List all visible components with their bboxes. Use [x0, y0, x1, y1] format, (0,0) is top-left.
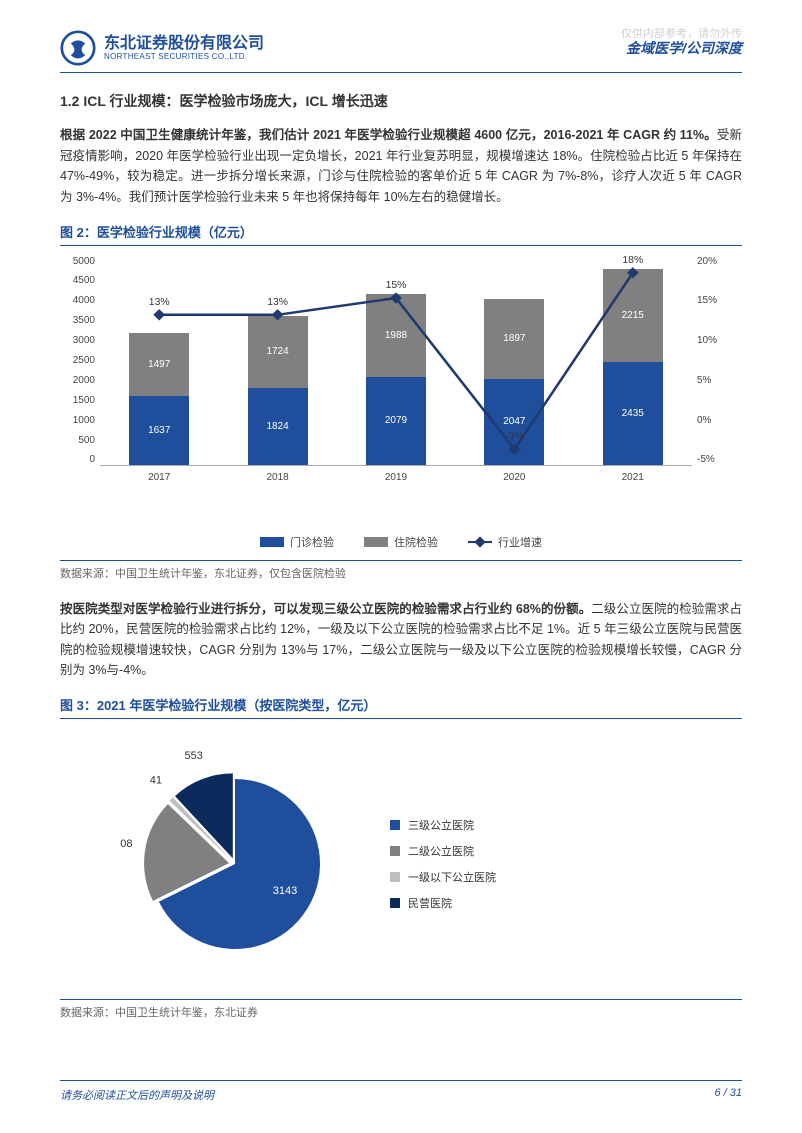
x-label: 2020 [484, 472, 544, 483]
logo-block: 东北证券股份有限公司 NORTHEAST SECURITIES CO.,LTD. [60, 30, 264, 66]
company-name-en: NORTHEAST SECURITIES CO.,LTD. [104, 52, 264, 61]
bar-group: 17241824 [248, 256, 308, 465]
pie-legend-item: 民营医院 [390, 895, 496, 911]
pie-legend-label: 民营医院 [408, 895, 452, 911]
fig3-title: 图 3：2021 年医学检验行业规模（按医院类型，亿元） [60, 695, 742, 719]
y-left-tick: 2500 [65, 355, 95, 366]
y-right-tick: 5% [697, 375, 737, 386]
pie-legend-swatch [390, 872, 400, 882]
para2-bold: 按医院类型对医学检验行业进行拆分，可以发现三级公立医院的检验需求占行业约 68%… [60, 602, 591, 616]
y-right-tick: 10% [697, 335, 737, 346]
pie-legend-swatch [390, 820, 400, 830]
bar-seg-top: 1724 [248, 316, 308, 388]
y-right-tick: 15% [697, 295, 737, 306]
y-left-tick: 1500 [65, 395, 95, 406]
pie-legend-label: 二级公立医院 [408, 843, 474, 859]
pie-value-label: 3143 [273, 885, 297, 897]
company-logo-icon [60, 30, 96, 66]
pie-value-label: 553 [185, 750, 203, 762]
pie-legend-label: 一级以下公立医院 [408, 869, 496, 885]
paragraph-1: 根据 2022 中国卫生健康统计年鉴，我们估计 2021 年医学检验行业规模超 … [60, 125, 742, 208]
x-label: 2021 [603, 472, 663, 483]
legend-label-3: 行业增速 [498, 534, 542, 550]
bar-group: 19882079 [366, 256, 426, 465]
section-title: 1.2 ICL 行业规模：医学检验市场庞大，ICL 增长迅速 [60, 91, 742, 111]
y-left-tick: 5000 [65, 256, 95, 267]
y-left-tick: 2000 [65, 375, 95, 386]
y-left-tick: 3500 [65, 315, 95, 326]
legend-box-2 [364, 537, 388, 547]
fig3-chart: 3143 908 41 553 三级公立医院二级公立医院一级以下公立医院民营医院 [60, 729, 742, 989]
fig2-title: 图 2：医学检验行业规模（亿元） [60, 222, 742, 246]
footer-right: 6 / 31 [714, 1087, 742, 1103]
bar-seg-bottom: 1824 [248, 388, 308, 465]
header-right-text: 金域医学/公司深度 [626, 38, 742, 58]
pie-legend-item: 三级公立医院 [390, 817, 496, 833]
pie-legend-item: 一级以下公立医院 [390, 869, 496, 885]
bar-seg-top: 2215 [603, 269, 663, 362]
y-right-tick: 0% [697, 415, 737, 426]
fig2-source: 数据来源：中国卫生统计年鉴，东北证券，仅包含医院检验 [60, 560, 742, 581]
legend-line [468, 541, 492, 543]
y-left-tick: 4500 [65, 275, 95, 286]
bar-seg-bottom: 2047 [484, 379, 544, 465]
x-label: 2018 [248, 472, 308, 483]
pie-legend-swatch [390, 846, 400, 856]
bar-seg-bottom: 2435 [603, 362, 663, 464]
page-footer: 请务必阅读正文后的声明及说明 6 / 31 [60, 1080, 742, 1103]
legend-box-1 [260, 537, 284, 547]
bar-group: 22152435 [603, 256, 663, 465]
y-left-tick: 3000 [65, 335, 95, 346]
bar-seg-bottom: 2079 [366, 377, 426, 464]
bar-seg-bottom: 1637 [129, 396, 189, 465]
y-left-tick: 500 [65, 435, 95, 446]
bar-seg-top: 1988 [366, 294, 426, 377]
bar-group: 14971637 [129, 256, 189, 465]
legend-label-2: 住院检验 [394, 534, 438, 550]
bar-seg-top: 1497 [129, 333, 189, 396]
watermark: 仅供内部参考，请勿外传 [621, 25, 742, 41]
y-left-tick: 1000 [65, 415, 95, 426]
pie-value-label: 41 [150, 774, 162, 786]
pie-legend-label: 三级公立医院 [408, 817, 474, 833]
para1-bold: 根据 2022 中国卫生健康统计年鉴，我们估计 2021 年医学检验行业规模超 … [60, 128, 717, 142]
y-right-tick: 20% [697, 256, 737, 267]
y-left-tick: 0 [65, 454, 95, 465]
x-label: 2019 [366, 472, 426, 483]
y-left-tick: 4000 [65, 295, 95, 306]
y-right-tick: -5% [697, 454, 737, 465]
paragraph-2: 按医院类型对医学检验行业进行拆分，可以发现三级公立医院的检验需求占行业约 68%… [60, 599, 742, 682]
bar-seg-top: 1897 [484, 299, 544, 379]
fig2-legend: 门诊检验 住院检验 行业增速 [60, 534, 742, 550]
company-name-zh: 东北证券股份有限公司 [104, 35, 264, 53]
footer-left: 请务必阅读正文后的声明及说明 [60, 1087, 214, 1103]
x-label: 2017 [129, 472, 189, 483]
fig3-source: 数据来源：中国卫生统计年鉴，东北证券 [60, 999, 742, 1020]
pie-legend-swatch [390, 898, 400, 908]
pie-value-label: 908 [120, 838, 133, 850]
bar-group: 18972047 [484, 256, 544, 465]
legend-label-1: 门诊检验 [290, 534, 334, 550]
fig2-chart: 5000450040003500300025002000150010005000… [60, 256, 742, 550]
pie-legend-item: 二级公立医院 [390, 843, 496, 859]
